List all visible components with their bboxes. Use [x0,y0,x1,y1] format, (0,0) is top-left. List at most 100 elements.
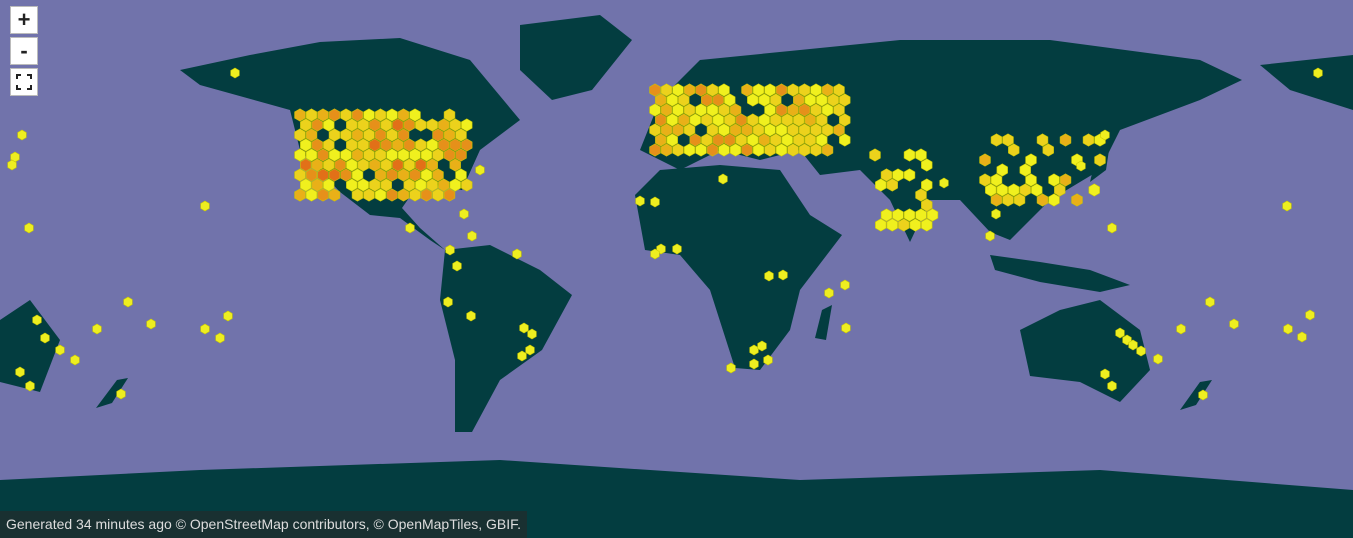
occurrence-hex [787,143,799,157]
occurrence-hex [512,248,522,260]
occurrence-hex [833,103,845,117]
occurrence-hex [392,138,404,152]
occurrence-hex [1088,183,1100,197]
occurrence-hex [40,332,50,344]
occurrence-hex [517,350,527,362]
occurrence-hex [724,113,736,127]
occurrence-hex [1107,380,1117,392]
occurrence-hex [123,296,133,308]
new-zealand-west [96,378,128,408]
occurrence-hex [386,188,398,202]
zoom-in-button[interactable]: + [10,6,38,34]
occurrence-hex [875,218,887,232]
occurrence-hex [764,143,776,157]
occurrence-hex [764,83,776,97]
occurrence-hex [747,113,759,127]
occurrence-hex [798,83,811,97]
occurrence-hex [1100,129,1110,141]
occurrence-hex [305,188,318,202]
occurrence-hex [712,133,724,147]
occurrence-hex [443,128,456,142]
occurrence-hex [432,128,444,142]
occurrence-hex [15,366,25,378]
occurrence-hex [770,133,782,147]
occurrence-hex [24,222,34,234]
occurrence-hex [467,230,477,242]
occurrence-hex [804,133,816,147]
occurrence-hex [781,113,793,127]
occurrence-hex [357,178,369,192]
occurrence-hex [875,178,887,192]
occurrence-hex [1229,318,1239,330]
occurrence-hex [415,138,427,152]
occurrence-hex [706,103,719,117]
asia-east-edge [1260,55,1353,110]
occurrence-hex [706,143,719,157]
occurrence-hex [55,344,65,356]
occurrence-hex [1025,153,1037,167]
occurrence-hex [323,118,335,132]
occurrence-hex [833,123,845,137]
occurrence-hex [403,118,415,132]
occurrence-hex [764,123,776,137]
indonesia [990,255,1130,292]
occurrence-hex [300,118,312,132]
occurrence-hex [459,208,469,220]
occurrence-hex [323,178,335,192]
occurrence-hex [921,178,933,192]
zoom-out-button[interactable]: - [10,37,38,65]
occurrence-hex [461,178,473,192]
occurrence-hex [328,188,341,202]
occurrence-hex [200,323,210,335]
occurrence-hex [816,113,828,127]
occurrence-hex [1036,193,1049,207]
occurrence-hex [409,148,421,162]
occurrence-hex [328,168,341,182]
occurrence-hex [718,173,728,185]
occurrence-hex [294,108,306,122]
occurrence-hex [793,133,805,147]
occurrence-hex [397,168,410,182]
occurrence-hex [397,188,410,202]
occurrence-hex [420,188,433,202]
occurrence-hex [443,188,456,202]
occurrence-hex [649,103,661,117]
occurrence-hex [921,218,933,232]
occurrence-hex [793,93,805,107]
occurrence-hex [363,188,375,202]
occurrence-hex [397,148,410,162]
occurrence-hex [409,188,421,202]
occurrence-hex [415,118,427,132]
occurrence-hex [672,123,684,137]
occurrence-hex [409,168,421,182]
occurrence-hex [683,143,696,157]
occurrence-hex [369,138,381,152]
occurrence-hex [305,168,318,182]
occurrence-hex [833,83,845,97]
occurrence-hex [996,163,1008,177]
occurrence-hex [909,218,921,232]
occurrence-hex [660,123,673,137]
occurrence-hex [1128,339,1138,351]
occurrence-hex [787,103,799,117]
occurrence-hex [1136,345,1146,357]
occurrence-hex [1283,323,1293,335]
occurrence-hex [764,103,776,117]
occurrence-hex [764,270,774,282]
fullscreen-button[interactable] [10,68,38,96]
occurrence-hex [305,128,318,142]
occurrence-hex [294,148,306,162]
occurrence-hex [1008,143,1020,157]
occurrence-hex [363,128,375,142]
occurrence-hex [223,310,233,322]
occurrence-hex [660,143,673,157]
occurrence-hex [17,129,27,141]
occurrence-hex [666,93,678,107]
occurrence-hex [397,128,410,142]
occurrence-hex [525,344,535,356]
occurrence-hex [804,113,816,127]
occurrence-hex [1082,133,1095,147]
occurrence-hex [678,113,690,127]
occurrence-hex [666,113,678,127]
